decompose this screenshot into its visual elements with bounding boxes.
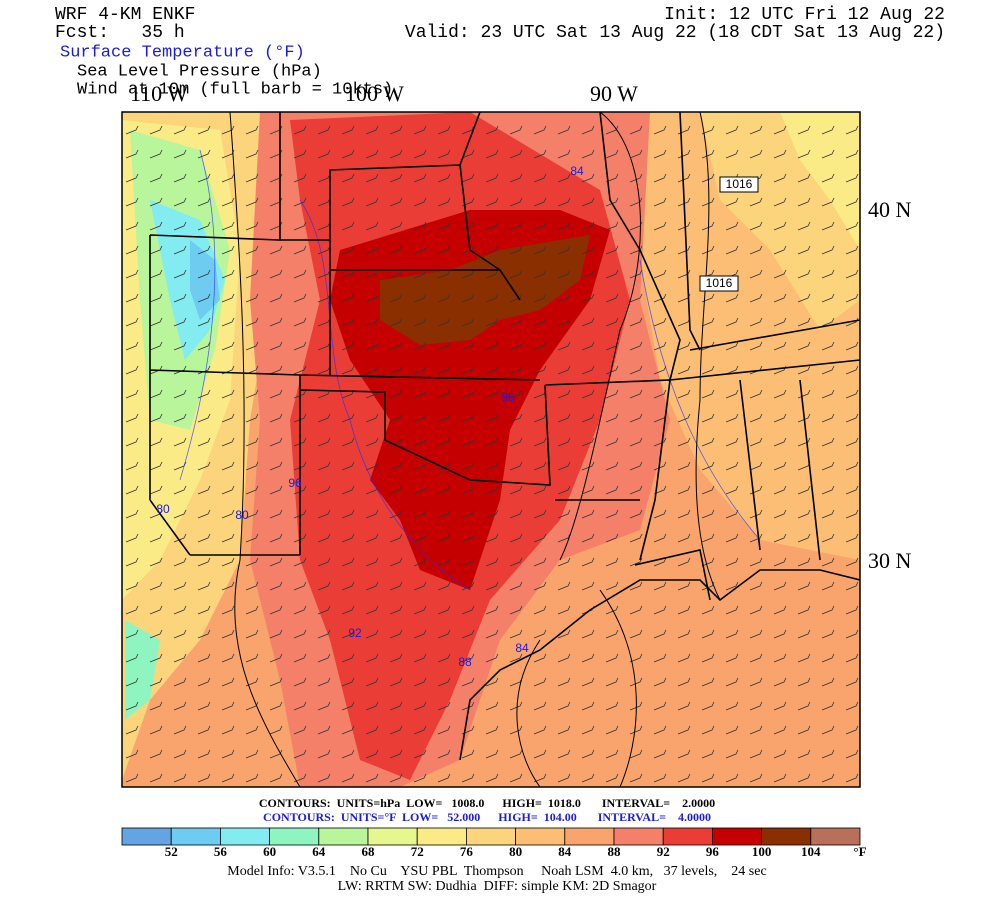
colorbar-swatch: [613, 827, 664, 846]
colorbar-label: 84: [558, 844, 572, 859]
colorbar-swatch: [810, 827, 861, 846]
colorbar-swatch: [761, 827, 812, 846]
colorbar-label: 72: [411, 844, 424, 859]
temperature-label: 80: [235, 508, 249, 522]
temperature-label: 80: [156, 502, 170, 516]
colorbar-swatch: [662, 827, 713, 846]
colorbar-label: 92: [657, 844, 670, 859]
latitude-label: 30 N: [868, 548, 912, 573]
colorbar-swatch: [121, 827, 172, 846]
colorbar-label: 60: [263, 844, 276, 859]
valid-time: Valid: 23 UTC Sat 13 Aug 22 (18 CDT Sat …: [405, 23, 945, 43]
colorbar-swatch: [367, 827, 418, 846]
temperature-label: 96: [288, 476, 302, 490]
colorbar-label: 80: [509, 844, 522, 859]
colorbar: 52 56 60 64 68 72 76 80 84 88 92 96 100 104 °F: [121, 827, 867, 859]
colorbar-label: 96: [706, 844, 720, 859]
colorbar-label: 104: [801, 844, 821, 859]
colorbar-label: 76: [460, 844, 474, 859]
temperature-labels: 84 96 96 92 88 84 80 80: [156, 164, 584, 669]
pressure-label: 1016: [706, 276, 733, 290]
temperature-label: 84: [515, 641, 529, 655]
colorbar-label: 64: [312, 844, 326, 859]
pressure-contour: [229, 112, 721, 787]
colorbar-swatch: [269, 827, 320, 846]
field-title: Surface Temperature (°F): [60, 43, 305, 62]
colorbar-swatch: [219, 827, 270, 846]
label-box: [719, 176, 759, 193]
temperature-label: 88: [458, 655, 472, 669]
pressure-label: 1016: [726, 177, 753, 191]
colorbar-swatch: [170, 827, 221, 846]
contour-info: CONTOURS: UNITS=°F LOW= 52.000 HIGH= 104…: [263, 810, 711, 824]
init-time: Init: 12 UTC Fri 12 Aug 22: [664, 5, 945, 25]
map-frame: [121, 111, 861, 788]
latitude-label: 40 N: [868, 197, 912, 222]
colorbar-swatch: [416, 827, 467, 846]
temperature-contour: [179, 149, 761, 591]
colorbar-label: 56: [214, 844, 228, 859]
wind-barbs: [122, 112, 860, 787]
coastline: [459, 569, 860, 761]
colorbar-swatch: [564, 827, 615, 846]
model-info: LW: RRTM SW: Dudhia DIFF: simple KM: 2D …: [338, 879, 657, 894]
model-name: WRF 4-KM ENKF: [55, 5, 195, 25]
colorbar-swatch: [465, 827, 516, 846]
field-title: Wind at 10m (full barb = 10kts): [77, 80, 393, 99]
model-info: Model Info: V3.5.1 No Cu YSU PBL Thompso…: [227, 864, 766, 879]
temperature-label: 96: [501, 390, 515, 404]
longitude-label: 90 W: [590, 81, 638, 106]
longitude-label: 100 W: [345, 81, 404, 106]
state-boundary: [149, 112, 860, 601]
forecast-hour: Fcst: 35 h: [55, 23, 185, 43]
temperature-label: 92: [348, 626, 362, 640]
colorbar-label: 52: [165, 844, 178, 859]
colorbar-label: 100: [752, 844, 772, 859]
colorbar-swatch: [318, 827, 369, 846]
colorbar-label: 88: [608, 844, 622, 859]
contour-info: CONTOURS: UNITS=hPa LOW= 1008.0 HIGH= 10…: [259, 796, 715, 810]
colorbar-label: 68: [362, 844, 376, 859]
colorbar-swatch: [515, 827, 566, 846]
field-title: Sea Level Pressure (hPa): [77, 62, 322, 81]
pressure-labels: 1016 1016: [699, 176, 759, 292]
map: [122, 112, 860, 787]
temperature-label: 84: [570, 164, 584, 178]
colorbar-swatch: [712, 827, 763, 846]
longitude-label: 110 W: [130, 81, 188, 106]
colorbar-unit: °F: [853, 844, 866, 859]
label-box: [699, 275, 739, 292]
